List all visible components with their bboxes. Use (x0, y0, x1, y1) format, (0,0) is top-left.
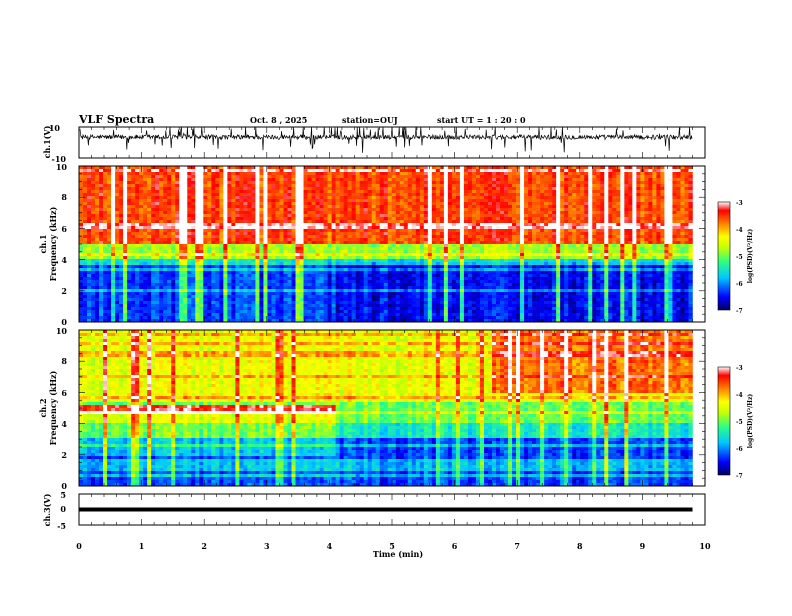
ch1-ytick-10: 10 (56, 162, 68, 172)
ch2-spectrogram-ylabel-line2: Frequency (kHz) (48, 370, 58, 445)
ch2-spectrogram-ylabel-line1: ch.2 (38, 398, 48, 417)
start-time-label: start UT = 1 : 20 : 0 (437, 115, 526, 125)
ch1-cb-tick-4: -4 (736, 227, 743, 234)
ch2-spectrogram-image (79, 330, 693, 486)
ch2-cb-tick-5: -5 (736, 419, 743, 426)
x-tick-label-6: 6 (452, 541, 458, 551)
ch1-ylabel: ch.1(V) (42, 125, 52, 158)
ch2-colorbar: -3 -4 -5 -6 -7 log(PSD)(V²/Hz) (718, 365, 754, 480)
ch2-cb-tick-7: -7 (736, 473, 743, 480)
date-label: Oct. 8 , 2025 (250, 115, 307, 125)
ch2-cb-tick-3: -3 (736, 365, 743, 372)
ch1-cb-tick-5: -5 (736, 254, 743, 261)
x-axis-label: Time (min) (373, 549, 423, 559)
ch2-ytick-4: 4 (61, 419, 67, 429)
ch3-ytick-top: 5 (60, 490, 66, 500)
x-tick-label-10: 10 (699, 541, 711, 551)
ch2-ytick-10: 10 (56, 326, 68, 336)
ch1-spectrogram-ylabel-line1: ch.1 (38, 234, 48, 253)
ch1-ytick-6: 6 (61, 224, 67, 234)
ch2-cb-tick-6: -6 (736, 446, 743, 453)
ch2-colorbar-label: log(PSD)(V²/Hz) (747, 394, 754, 449)
ch1-cb-tick-6: -6 (736, 281, 743, 288)
ch1-colorbar-label: log(PSD)(V²/Hz) (747, 229, 754, 284)
x-tick-label-8: 8 (577, 541, 583, 551)
ch3-ylabel: ch.3(V) (42, 493, 52, 526)
x-tick-label-7: 7 (514, 541, 520, 551)
x-tick-label-9: 9 (640, 541, 646, 551)
ch1-colorbar: -3 -4 -5 -6 -7 log(PSD)(V²/Hz) (718, 200, 754, 315)
x-tick-label-3: 3 (264, 541, 270, 551)
ch1-ytick-2: 2 (61, 286, 67, 296)
ch3-ytick-bottom: -5 (57, 521, 66, 531)
ch1-cb-tick-3: -3 (736, 200, 743, 207)
x-tick-label-2: 2 (201, 541, 207, 551)
figure-title: VLF Spectra (78, 113, 154, 126)
ch2-ytick-8: 8 (61, 356, 67, 366)
ch2-ytick-6: 6 (61, 388, 67, 398)
ch2-ytick-2: 2 (61, 450, 67, 460)
ch1-cb-tick-7: -7 (736, 308, 743, 315)
ch1-spectrogram-panel: 0 2 4 6 8 10 ch.1 Frequency (kHz) (38, 162, 705, 327)
ch2-colorbar-gradient (718, 367, 730, 475)
ch1-colorbar-gradient (718, 202, 730, 310)
ch1-spectrogram-image (79, 166, 693, 322)
ch1-ytick-8: 8 (61, 192, 67, 202)
ch2-cb-tick-4: -4 (736, 392, 743, 399)
ch2-spectrogram-panel: 0 2 4 6 8 10 ch.2 Frequency (kHz) (38, 326, 705, 491)
x-tick-label-0: 0 (76, 541, 82, 551)
ch3-ytick-mid: 0 (60, 504, 66, 514)
station-label: station=OUJ (342, 115, 398, 125)
x-tick-label-4: 4 (327, 541, 333, 551)
x-tick-label-1: 1 (139, 541, 145, 551)
ch1-spectrogram-ylabel-line2: Frequency (kHz) (48, 206, 58, 281)
ch1-ytick-4: 4 (61, 255, 67, 265)
